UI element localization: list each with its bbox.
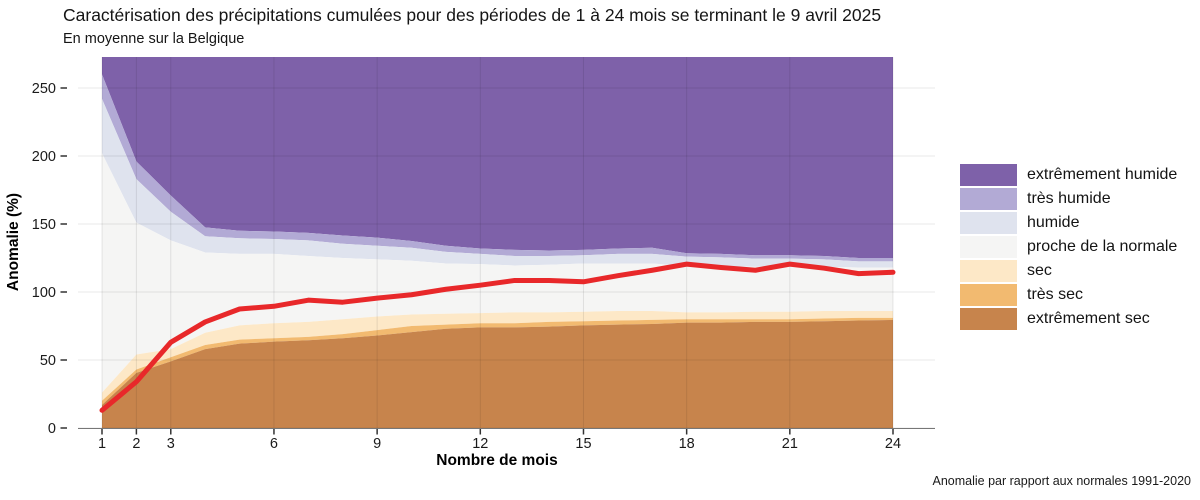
x-tick-label-24: 24: [885, 436, 901, 452]
legend-item-wet: humide: [960, 212, 1177, 234]
caption-normals-period: Anomalie par rapport aux normales 1991-2…: [932, 474, 1192, 488]
legend-item-dry: sec: [960, 260, 1177, 282]
legend-swatch-wet: [960, 212, 1017, 234]
x-tick-label-1: 1: [98, 436, 106, 452]
y-axis-title: Anomalie (%): [5, 192, 22, 292]
x-tick-label-15: 15: [575, 436, 591, 452]
x-tick-label-21: 21: [782, 436, 798, 452]
legend: extrêmement humide très humide humide proch…: [960, 164, 1177, 332]
legend-item-very-dry: très sec: [960, 284, 1177, 306]
legend-swatch-extremely-wet: [960, 164, 1017, 186]
legend-item-near-normal: proche de la normale: [960, 236, 1177, 258]
legend-label-near-normal: proche de la normale: [1027, 238, 1178, 255]
y-tick-label-200: 200: [32, 149, 56, 165]
y-tick-label-100: 100: [32, 285, 56, 301]
legend-label-wet: humide: [1027, 214, 1080, 231]
legend-label-very-wet: très humide: [1027, 190, 1111, 207]
x-tick-label-2: 2: [132, 436, 140, 452]
legend-item-extremely-wet: extrêmement humide: [960, 164, 1177, 186]
x-tick-label-12: 12: [472, 436, 488, 452]
band-dry: [102, 311, 893, 401]
x-tick-label-18: 18: [679, 436, 695, 452]
y-tick-label-250: 250: [32, 81, 56, 97]
chart-title: Caractérisation des précipitations cumul…: [63, 5, 882, 25]
legend-swatch-very-wet: [960, 188, 1017, 210]
legend-label-extremely-dry: extrêmement sec: [1027, 310, 1150, 327]
anomaly-line: [99, 261, 896, 413]
y-tick-label-0: 0: [48, 421, 56, 437]
chart-subtitle: En moyenne sur la Belgique: [63, 31, 245, 47]
band-very-dry: [102, 317, 893, 405]
legend-swatch-very-dry: [960, 284, 1017, 306]
legend-label-extremely-wet: extrêmement humide: [1027, 166, 1178, 183]
band-extremely-wet: [102, 56, 893, 258]
x-tick-label-3: 3: [167, 436, 175, 452]
legend-item-very-wet: très humide: [960, 188, 1177, 210]
band-near-normal: [102, 153, 893, 393]
y-tick-label-150: 150: [32, 217, 56, 233]
legend-item-extremely-dry: extrêmement sec: [960, 308, 1177, 330]
legend-label-very-dry: très sec: [1027, 286, 1084, 303]
y-tick-label-50: 50: [40, 353, 56, 369]
legend-swatch-dry: [960, 260, 1017, 282]
x-axis-title: Nombre de mois: [436, 452, 558, 469]
legend-swatch-near-normal: [960, 236, 1017, 258]
legend-swatch-extremely-dry: [960, 308, 1017, 330]
x-tick-label-9: 9: [373, 436, 381, 452]
legend-label-dry: sec: [1027, 262, 1052, 279]
x-tick-label-6: 6: [270, 436, 278, 452]
band-extremely-dry: [102, 319, 893, 428]
